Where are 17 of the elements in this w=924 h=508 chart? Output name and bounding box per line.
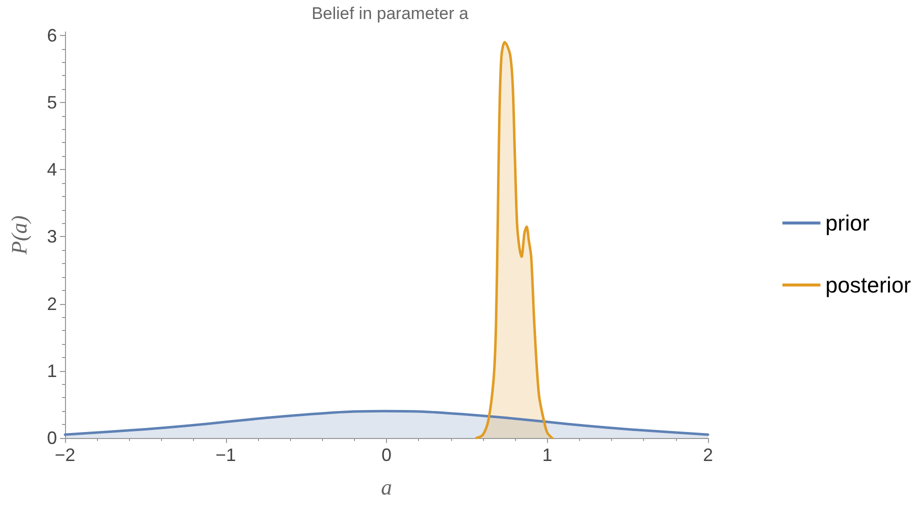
y-tick-label: 5 xyxy=(46,92,57,112)
x-tick-label: 2 xyxy=(702,445,714,465)
x-tick-label: 1 xyxy=(542,445,552,465)
y-tick-label: 3 xyxy=(46,226,57,247)
x-axis-title: a xyxy=(381,474,392,500)
x-tick-label: 0 xyxy=(381,445,392,465)
chart-title: Belief in parameter a xyxy=(312,4,469,23)
y-tick-label: 4 xyxy=(46,160,57,180)
y-tick-label: 1 xyxy=(46,360,57,381)
y-tick-label: 6 xyxy=(46,25,57,46)
legend-label: prior xyxy=(825,210,870,236)
y-tick-label: 0 xyxy=(46,428,57,448)
y-axis-title: P(a) xyxy=(6,215,32,256)
legend-label: posterior xyxy=(825,272,911,298)
y-tick-label: 2 xyxy=(46,294,57,314)
x-tick-label: −1 xyxy=(215,445,236,465)
x-tick-label: −2 xyxy=(54,445,76,465)
